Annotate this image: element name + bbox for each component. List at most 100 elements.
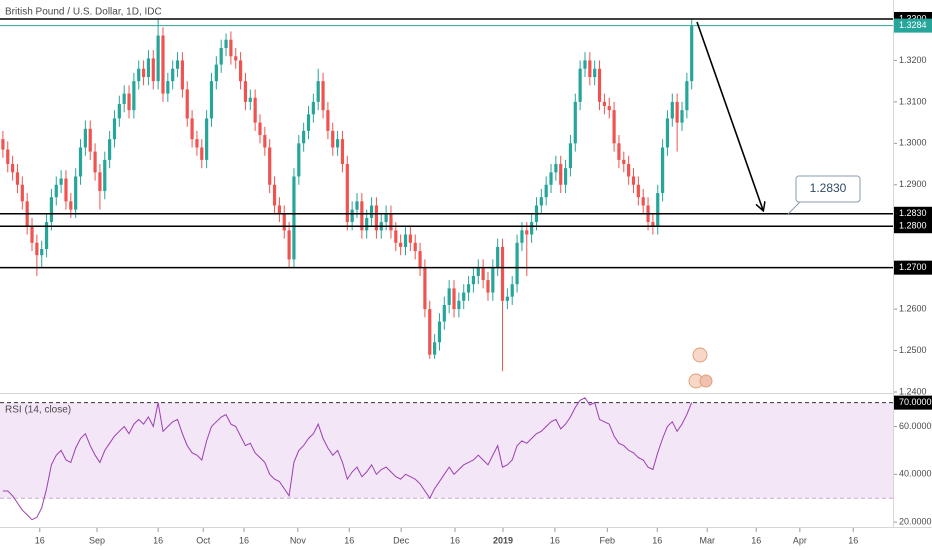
x-tick-label: Feb (600, 535, 616, 545)
candle-body (306, 114, 311, 131)
x-tick-label: 16 (239, 535, 249, 545)
candle-body (243, 81, 248, 102)
candle-body (93, 151, 97, 173)
candle-body (166, 81, 170, 94)
candle-body (103, 159, 107, 191)
candle-body (437, 321, 442, 343)
candle-body (258, 122, 262, 136)
candle-body (389, 213, 393, 231)
candle-body (554, 164, 558, 173)
level-label: 1.2800 (899, 221, 927, 231)
y-tick-label: 1.3200 (899, 55, 927, 65)
candle-body (607, 106, 611, 111)
candle-body (369, 205, 374, 218)
last-price-label: 1.3284 (899, 20, 927, 30)
candle-body (30, 226, 34, 243)
candle-body (248, 97, 252, 102)
candle-body (670, 101, 674, 119)
projection-arrow (696, 21, 763, 210)
candle-body (466, 284, 471, 293)
candle-body (486, 280, 490, 293)
candle-body (656, 193, 660, 227)
candle-body (573, 101, 577, 144)
candle-body (108, 139, 112, 160)
candle-body (428, 309, 432, 355)
candle-body (563, 168, 568, 185)
candle-body (350, 209, 354, 223)
candle-body (593, 68, 597, 78)
candle-body (268, 147, 272, 185)
candle-body (49, 197, 54, 223)
candle-body (680, 110, 684, 123)
candle-body (214, 64, 218, 82)
candle-body (549, 172, 553, 185)
y-tick-label: 1.3100 (899, 96, 927, 106)
candle-body (336, 139, 340, 148)
level-label-box (894, 260, 932, 275)
candle-body (442, 304, 446, 322)
rsi-line (2, 397, 693, 521)
candle-body (651, 222, 655, 227)
y-tick-label: 1.2600 (899, 303, 927, 313)
candle-body (597, 68, 602, 102)
candle-body (505, 296, 509, 301)
candle-body (413, 242, 417, 252)
candle-body (277, 205, 281, 214)
y-tick-label: 20.0000 (899, 516, 932, 526)
candle-body (44, 222, 49, 250)
rsi-last-label: 70.0000 (899, 397, 932, 407)
candle-body (209, 81, 214, 119)
candle-body (302, 130, 306, 144)
candle-body (234, 56, 238, 61)
candle-body (98, 172, 102, 191)
candle-body (617, 143, 621, 160)
candle-body (117, 103, 121, 119)
x-tick-label: Nov (290, 535, 307, 545)
level-label: 1.3300 (899, 13, 927, 23)
candle-body (471, 275, 476, 285)
level-label: 1.2700 (899, 262, 927, 272)
candle-body (423, 267, 427, 310)
candle-body (583, 60, 587, 69)
x-tick-label: 16 (848, 535, 858, 545)
candle-body (185, 89, 189, 119)
candle-body (665, 118, 670, 148)
y-tick-label: 1.2400 (899, 386, 927, 396)
candle-body (112, 118, 117, 140)
candle-body (476, 267, 480, 276)
candle-body (636, 184, 640, 198)
candle-body (180, 60, 184, 90)
candle-body (675, 101, 679, 123)
candle-body (491, 267, 495, 293)
candle-body (205, 118, 209, 160)
candle-body (326, 110, 330, 131)
candle-body (660, 147, 665, 194)
candle-body (403, 234, 408, 247)
x-tick-label: Sep (89, 535, 105, 545)
candle-body (161, 35, 165, 94)
y-tick-label: 40.0000 (899, 469, 932, 479)
candle-body (195, 139, 199, 148)
candle-body (287, 230, 291, 260)
candle-body (297, 143, 301, 177)
x-tick-label: 16 (652, 535, 662, 545)
candle-body (219, 47, 223, 65)
candle-body (263, 135, 267, 148)
callout-text: 1.2830 (810, 181, 847, 195)
candle-body (622, 159, 626, 165)
candle-body (627, 164, 631, 177)
candle-body (399, 242, 403, 247)
candle-body (171, 68, 175, 82)
candle-body (137, 68, 141, 82)
candle-body (272, 184, 277, 206)
candle-body (520, 230, 524, 243)
candle-body (190, 118, 194, 140)
candle-body (690, 25, 694, 82)
candle-body (282, 213, 286, 231)
candle-body (433, 342, 437, 355)
candle-body (500, 246, 505, 301)
candle-body (151, 58, 155, 82)
candle-body (224, 39, 228, 48)
candle-body (530, 222, 534, 235)
